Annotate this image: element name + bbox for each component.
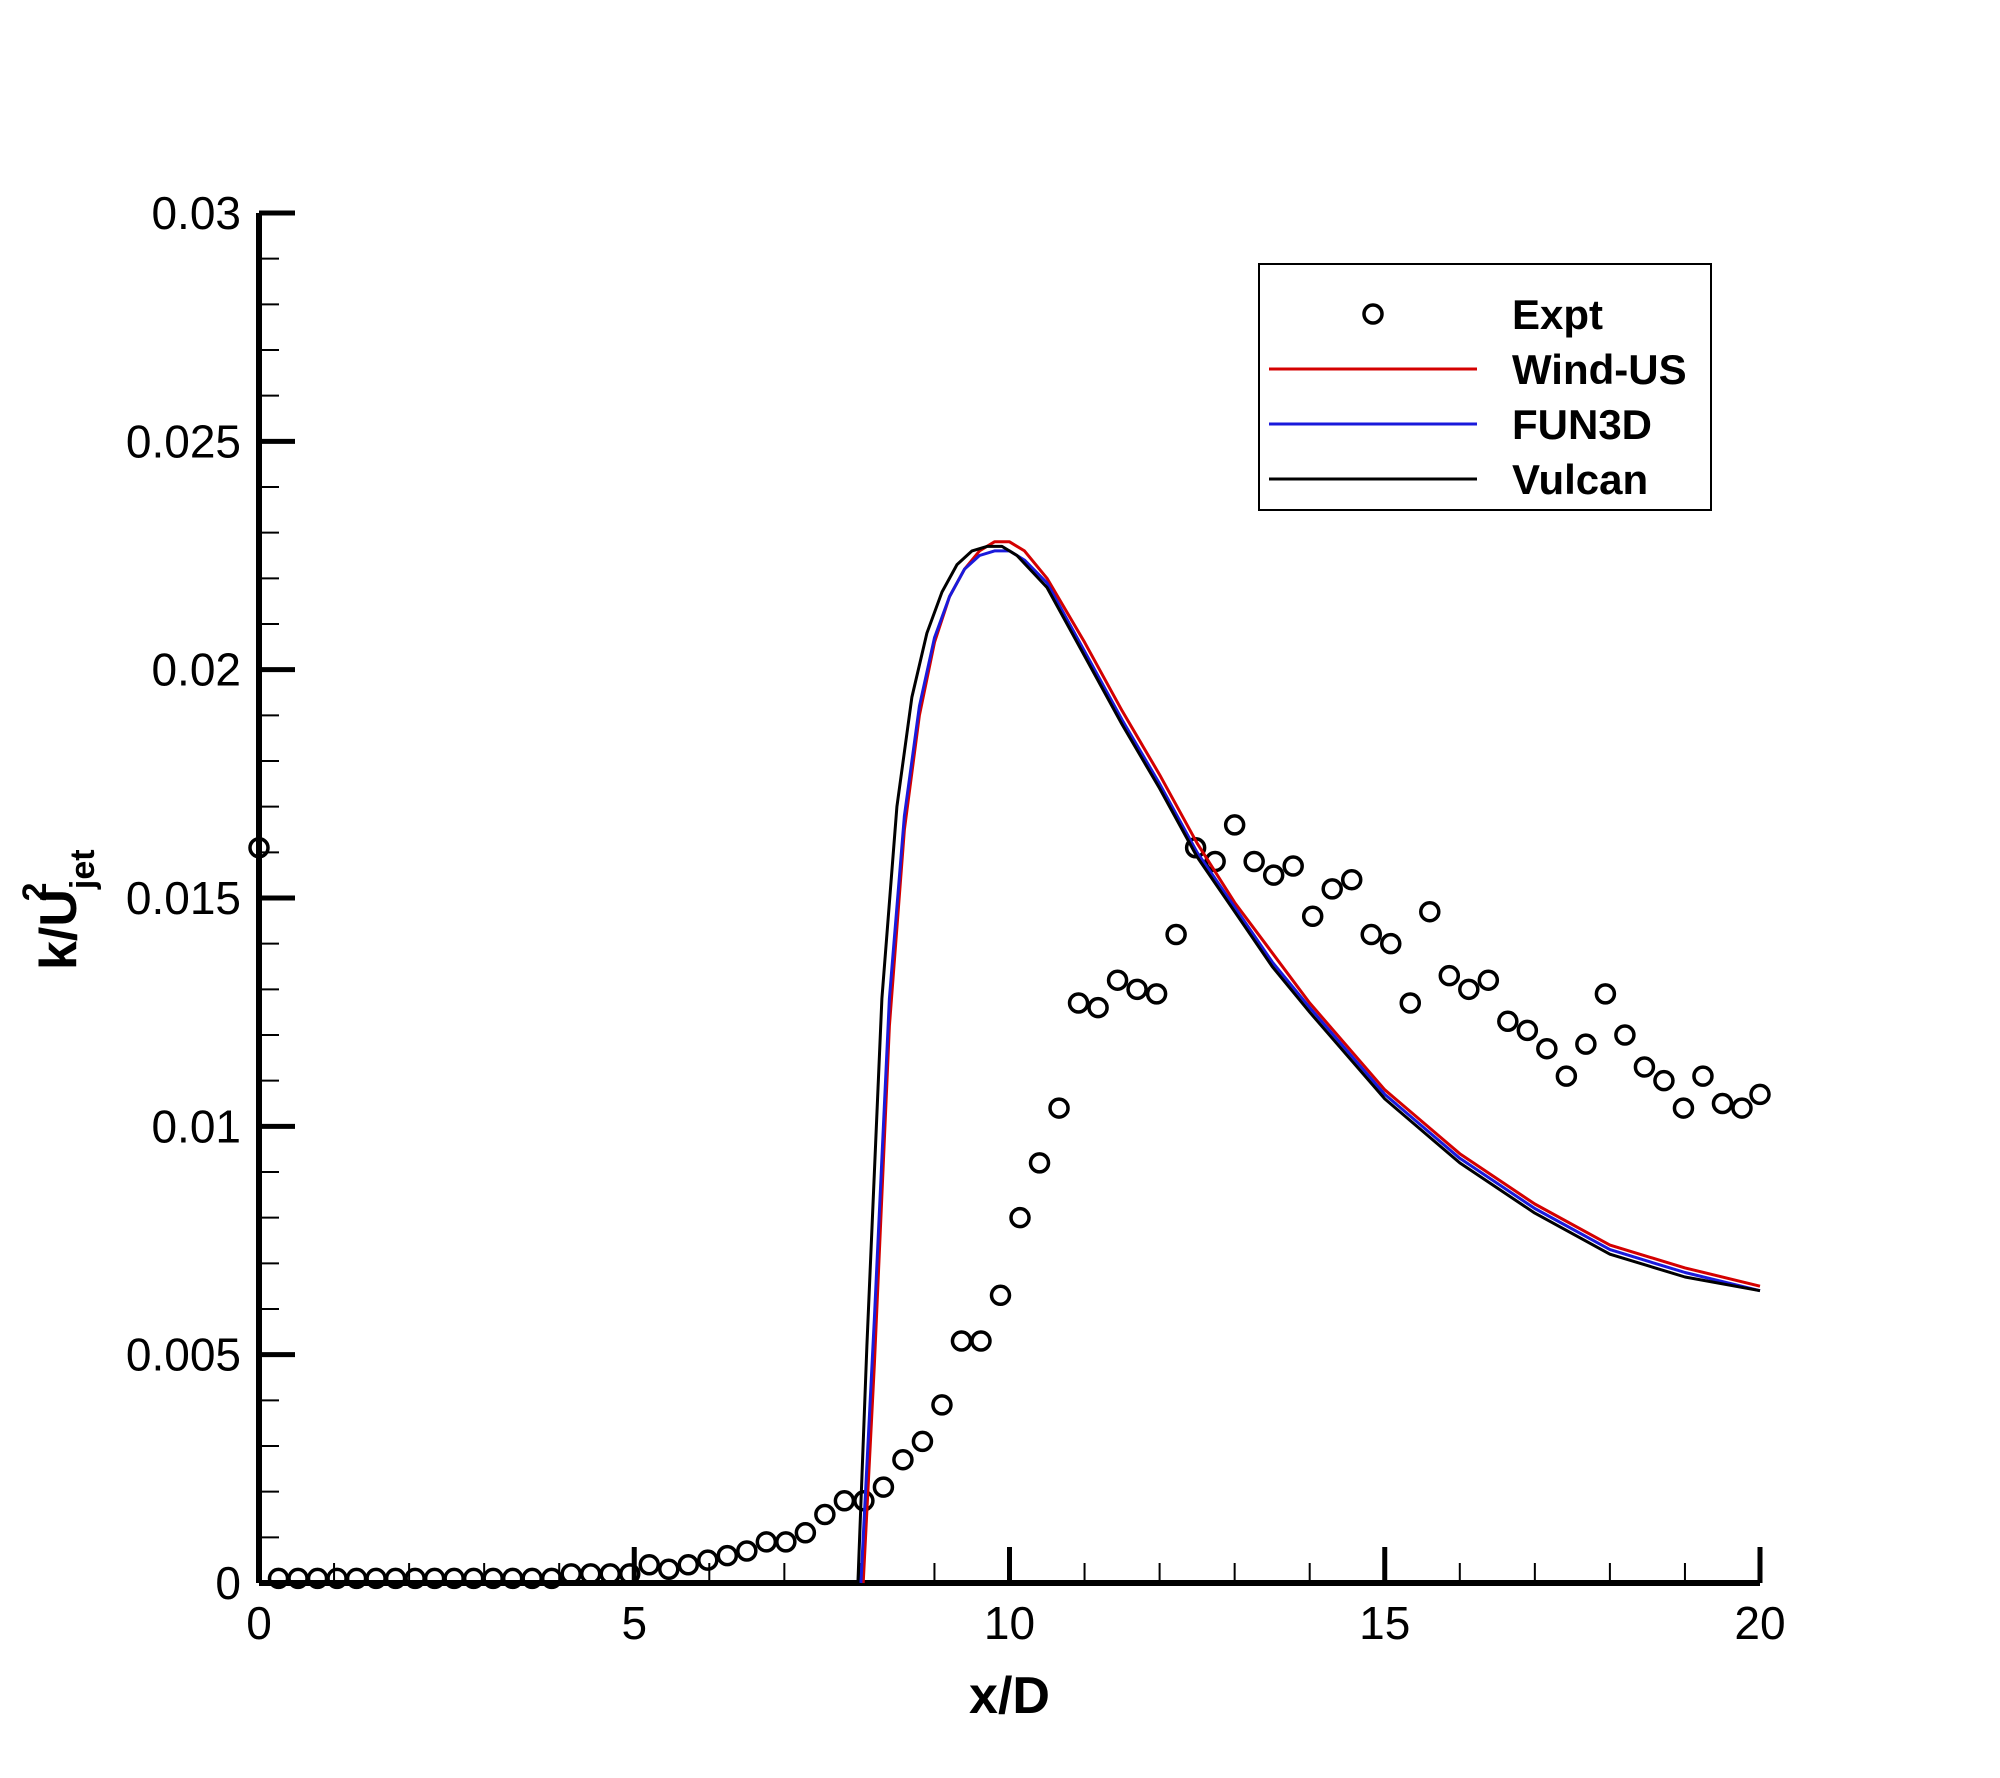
data-point-expt (970, 1330, 992, 1352)
data-point-expt (1360, 923, 1382, 946)
data-point-expt (1438, 964, 1461, 987)
legend-label-fun3d: FUN3D (1512, 401, 1652, 448)
data-point-expt (677, 1553, 700, 1576)
data-point-expt (736, 1540, 758, 1562)
data-point-expt (872, 1476, 895, 1498)
data-point-expt (892, 1448, 914, 1471)
x-tick-label: 15 (1359, 1597, 1410, 1649)
data-point-expt (1516, 1019, 1539, 1042)
y-axis-title-text: k/Ujet 2 (16, 849, 102, 970)
y-axis-title: k/Ujet 2 (16, 849, 102, 970)
x-tick-label: 0 (246, 1597, 272, 1649)
data-point-expt (1711, 1092, 1734, 1115)
y-axis-title-subscript: jet (64, 849, 102, 890)
y-axis-title-superscript: 2 (16, 882, 54, 901)
y-tick-label: 0.03 (151, 187, 241, 239)
data-point-expt (1126, 978, 1148, 1001)
data-point-expt (1106, 969, 1129, 991)
data-point-expt (1653, 1069, 1675, 1092)
data-point-expt (1087, 996, 1109, 1019)
data-point-expt (1399, 992, 1422, 1014)
y-tick-label: 0.02 (151, 644, 241, 696)
data-point-expt (1672, 1097, 1695, 1119)
legend-label-expt: Expt (1512, 291, 1603, 338)
legend-label-wind-us: Wind-US (1512, 346, 1687, 393)
data-point-expt (989, 1284, 1012, 1307)
plot-series (248, 540, 1771, 1590)
data-point-expt (775, 1531, 797, 1553)
data-point-expt (618, 1563, 641, 1585)
data-point-expt (1575, 1033, 1597, 1055)
data-point-expt (1692, 1065, 1714, 1087)
data-point-expt (1477, 969, 1500, 991)
data-point-expt (1048, 1097, 1070, 1119)
data-point-expt (1594, 983, 1617, 1005)
x-tick-label: 10 (984, 1597, 1035, 1649)
data-point-expt (1555, 1065, 1578, 1087)
data-point-expt (1321, 878, 1343, 900)
data-point-expt (638, 1553, 661, 1576)
y-tick-label: 0.025 (126, 415, 241, 467)
series-line-vulcan (856, 544, 1761, 1584)
y-tick-label: 0.015 (126, 872, 241, 924)
data-point-expt (1165, 923, 1187, 946)
data-point-expt (1009, 1206, 1031, 1229)
y-tick-label: 0.01 (151, 1100, 241, 1152)
data-point-expt (1497, 1010, 1519, 1033)
data-point-expt (1223, 814, 1246, 836)
data-point-expt (1340, 868, 1363, 891)
data-point-expt (1028, 1152, 1051, 1174)
data-point-expt (1282, 855, 1304, 877)
legend-label-vulcan: Vulcan (1512, 456, 1648, 503)
series-line-wind-us (861, 540, 1761, 1584)
data-point-expt (1731, 1097, 1753, 1119)
data-point-expt (1614, 1024, 1636, 1046)
data-point-expt (1380, 932, 1402, 955)
data-point-expt (697, 1549, 719, 1571)
data-point-expt (1749, 1083, 1771, 1106)
legend: Expt Wind-US FUN3D Vulcan (1258, 263, 1712, 511)
x-axis-title: x/D (969, 1667, 1050, 1725)
data-point-expt (1262, 864, 1285, 886)
data-point-expt (248, 837, 270, 859)
data-point-expt (931, 1394, 953, 1416)
data-point-expt (1145, 983, 1168, 1005)
data-point-expt (1067, 992, 1090, 1014)
data-point-expt (1301, 905, 1324, 928)
data-point-expt (1633, 1056, 1656, 1078)
data-point-expt (716, 1544, 739, 1567)
data-point-expt (658, 1558, 680, 1581)
data-point-expt (911, 1430, 934, 1453)
data-point-expt (814, 1503, 836, 1526)
y-tick-label: 0 (215, 1557, 241, 1609)
legend-box (1258, 263, 1712, 511)
x-tick-label: 5 (621, 1597, 647, 1649)
data-point-expt (1419, 900, 1441, 923)
legend-marker-expt (1362, 303, 1384, 325)
y-tick-label: 0.005 (126, 1329, 241, 1381)
data-point-expt (540, 1567, 563, 1590)
data-point-expt (1243, 850, 1265, 873)
data-point-expt (1458, 978, 1480, 1001)
data-point-expt (794, 1522, 817, 1544)
data-point-expt (1536, 1037, 1558, 1060)
x-tick-label: 20 (1734, 1597, 1785, 1649)
series-line-fun3d (859, 549, 1761, 1584)
axes: 0 0.005 0.01 0.015 0.02 0.025 0.03 0 5 10 15 20 x/D k… (16, 187, 1786, 1725)
y-axis-title-base: k/U (30, 889, 88, 970)
